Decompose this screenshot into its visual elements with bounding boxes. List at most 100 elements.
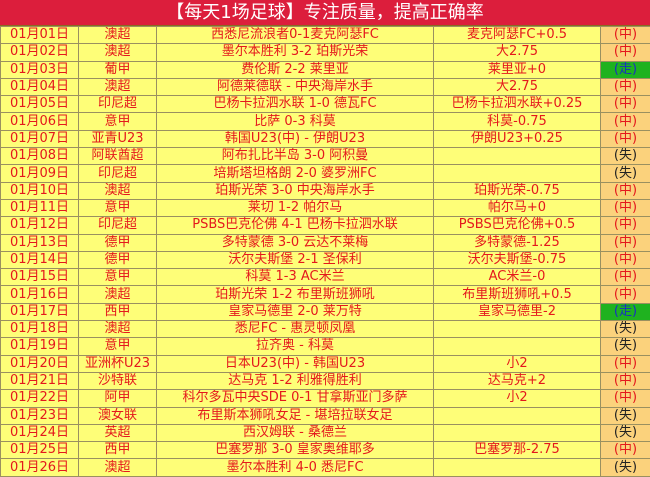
table-row: 01月10日澳超珀斯光荣 3-0 中央海岸水手珀斯光荣-0.75(中) <box>1 182 650 199</box>
date-cell: 01月01日 <box>1 27 79 44</box>
result-cell: (中) <box>601 390 650 407</box>
league-cell: 澳女联 <box>79 407 157 424</box>
date-cell: 01月20日 <box>1 355 79 372</box>
pick-cell: 布里斯班狮吼+0.5 <box>434 286 601 303</box>
date-cell: 01月09日 <box>1 165 79 182</box>
page-title: 【每天1场足球】专注质量，提高正确率 <box>0 0 650 26</box>
league-cell: 印尼超 <box>79 165 157 182</box>
match-cell: PSBS巴克伦佛 4-1 巴杨卡拉泗水联 <box>157 217 434 234</box>
league-cell: 意甲 <box>79 113 157 130</box>
result-cell: (中) <box>601 251 650 268</box>
pick-cell: 巴杨卡拉泗水联+0.25 <box>434 96 601 113</box>
pick-cell <box>434 459 601 476</box>
result-cell: (失) <box>601 148 650 165</box>
league-cell: 英超 <box>79 424 157 441</box>
date-cell: 01月08日 <box>1 148 79 165</box>
table-row: 01月11日意甲莱切 1-2 帕尔马帕尔马+0(中) <box>1 199 650 216</box>
table-row: 01月18日澳超悉尼FC - 惠灵顿凤凰(失) <box>1 321 650 338</box>
pick-cell: 小2 <box>434 390 601 407</box>
pick-cell <box>434 321 601 338</box>
result-cell: (中) <box>601 199 650 216</box>
league-cell: 意甲 <box>79 338 157 355</box>
date-cell: 01月13日 <box>1 234 79 251</box>
league-cell: 亚洲杯U23 <box>79 355 157 372</box>
table-row: 01月23日澳女联布里斯本狮吼女足 - 堪培拉联女足(失) <box>1 407 650 424</box>
match-cell: 科尔多瓦中央SDE 0-1 甘拿斯亚门多萨 <box>157 390 434 407</box>
date-cell: 01月26日 <box>1 459 79 476</box>
result-cell: (失) <box>601 165 650 182</box>
match-cell: 阿德莱德联 - 中央海岸水手 <box>157 78 434 95</box>
date-cell: 01月11日 <box>1 199 79 216</box>
table-row: 01月08日阿联酋超阿布扎比半岛 3-0 阿积曼(失) <box>1 148 650 165</box>
match-cell: 巴杨卡拉泗水联 1-0 德瓦FC <box>157 96 434 113</box>
pick-cell: 大2.75 <box>434 44 601 61</box>
result-cell: (失) <box>601 338 650 355</box>
result-cell: (中) <box>601 96 650 113</box>
date-cell: 01月07日 <box>1 130 79 147</box>
result-cell: (中) <box>601 269 650 286</box>
result-cell: (失) <box>601 321 650 338</box>
match-cell: 培斯塔坦格朗 2-0 婆罗洲FC <box>157 165 434 182</box>
match-cell: 墨尔本胜利 3-2 珀斯光荣 <box>157 44 434 61</box>
league-cell: 亚青U23 <box>79 130 157 147</box>
result-cell: (中) <box>601 286 650 303</box>
table-row: 01月21日沙特联达马克 1-2 利雅得胜利达马克+2(中) <box>1 372 650 389</box>
pick-cell: 科莫-0.75 <box>434 113 601 130</box>
pick-cell: 达马克+2 <box>434 372 601 389</box>
league-cell: 阿联酋超 <box>79 148 157 165</box>
result-cell: (中) <box>601 78 650 95</box>
result-cell: (中) <box>601 234 650 251</box>
pick-cell: 珀斯光荣-0.75 <box>434 182 601 199</box>
table-row: 01月02日澳超墨尔本胜利 3-2 珀斯光荣大2.75(中) <box>1 44 650 61</box>
match-cell: 西汉姆联 - 桑德兰 <box>157 424 434 441</box>
pick-cell <box>434 424 601 441</box>
league-cell: 澳超 <box>79 44 157 61</box>
date-cell: 01月14日 <box>1 251 79 268</box>
match-cell: 莱切 1-2 帕尔马 <box>157 199 434 216</box>
match-cell: 墨尔本胜利 4-0 悉尼FC <box>157 459 434 476</box>
table-row: 01月06日意甲比萨 0-3 科莫科莫-0.75(中) <box>1 113 650 130</box>
table-row: 01月03日葡甲费伦斯 2-2 莱里亚莱里亚+0(走) <box>1 61 650 78</box>
result-cell: (失) <box>601 407 650 424</box>
table-row: 01月17日西甲皇家马德里 2-0 莱万特皇家马德里-2(走) <box>1 303 650 320</box>
date-cell: 01月22日 <box>1 390 79 407</box>
pick-cell: 多特蒙德-1.25 <box>434 234 601 251</box>
match-cell: 达马克 1-2 利雅得胜利 <box>157 372 434 389</box>
league-cell: 意甲 <box>79 199 157 216</box>
pick-cell: 皇家马德里-2 <box>434 303 601 320</box>
table-row: 01月25日西甲巴塞罗那 3-0 皇家奥维耶多巴塞罗那-2.75(中) <box>1 442 650 459</box>
match-cell: 珀斯光荣 3-0 中央海岸水手 <box>157 182 434 199</box>
pick-cell: 巴塞罗那-2.75 <box>434 442 601 459</box>
match-cell: 韩国U23(中) - 伊朗U23 <box>157 130 434 147</box>
pick-cell: 帕尔马+0 <box>434 199 601 216</box>
league-cell: 澳超 <box>79 182 157 199</box>
table-row: 01月09日印尼超培斯塔坦格朗 2-0 婆罗洲FC (失) <box>1 165 650 182</box>
result-cell: (中) <box>601 372 650 389</box>
match-cell: 布里斯本狮吼女足 - 堪培拉联女足 <box>157 407 434 424</box>
table-row: 01月19日意甲拉齐奥 - 科莫(失) <box>1 338 650 355</box>
league-cell: 印尼超 <box>79 217 157 234</box>
pick-cell: AC米兰-0 <box>434 269 601 286</box>
league-cell: 澳超 <box>79 321 157 338</box>
match-cell: 沃尔夫斯堡 2-1 圣保利 <box>157 251 434 268</box>
league-cell: 葡甲 <box>79 61 157 78</box>
date-cell: 01月05日 <box>1 96 79 113</box>
pick-cell <box>434 338 601 355</box>
date-cell: 01月02日 <box>1 44 79 61</box>
result-cell: (中) <box>601 27 650 44</box>
date-cell: 01月15日 <box>1 269 79 286</box>
match-cell: 珀斯光荣 1-2 布里斯班狮吼 <box>157 286 434 303</box>
league-cell: 澳超 <box>79 78 157 95</box>
pick-cell: 伊朗U23+0.25 <box>434 130 601 147</box>
match-cell: 拉齐奥 - 科莫 <box>157 338 434 355</box>
result-cell: (走) <box>601 303 650 320</box>
pick-cell <box>434 165 601 182</box>
pick-cell: 沃尔夫斯堡-0.75 <box>434 251 601 268</box>
table-row: 01月13日德甲多特蒙德 3-0 云达不莱梅多特蒙德-1.25(中) <box>1 234 650 251</box>
match-cell: 科莫 1-3 AC米兰 <box>157 269 434 286</box>
match-cell: 悉尼FC - 惠灵顿凤凰 <box>157 321 434 338</box>
